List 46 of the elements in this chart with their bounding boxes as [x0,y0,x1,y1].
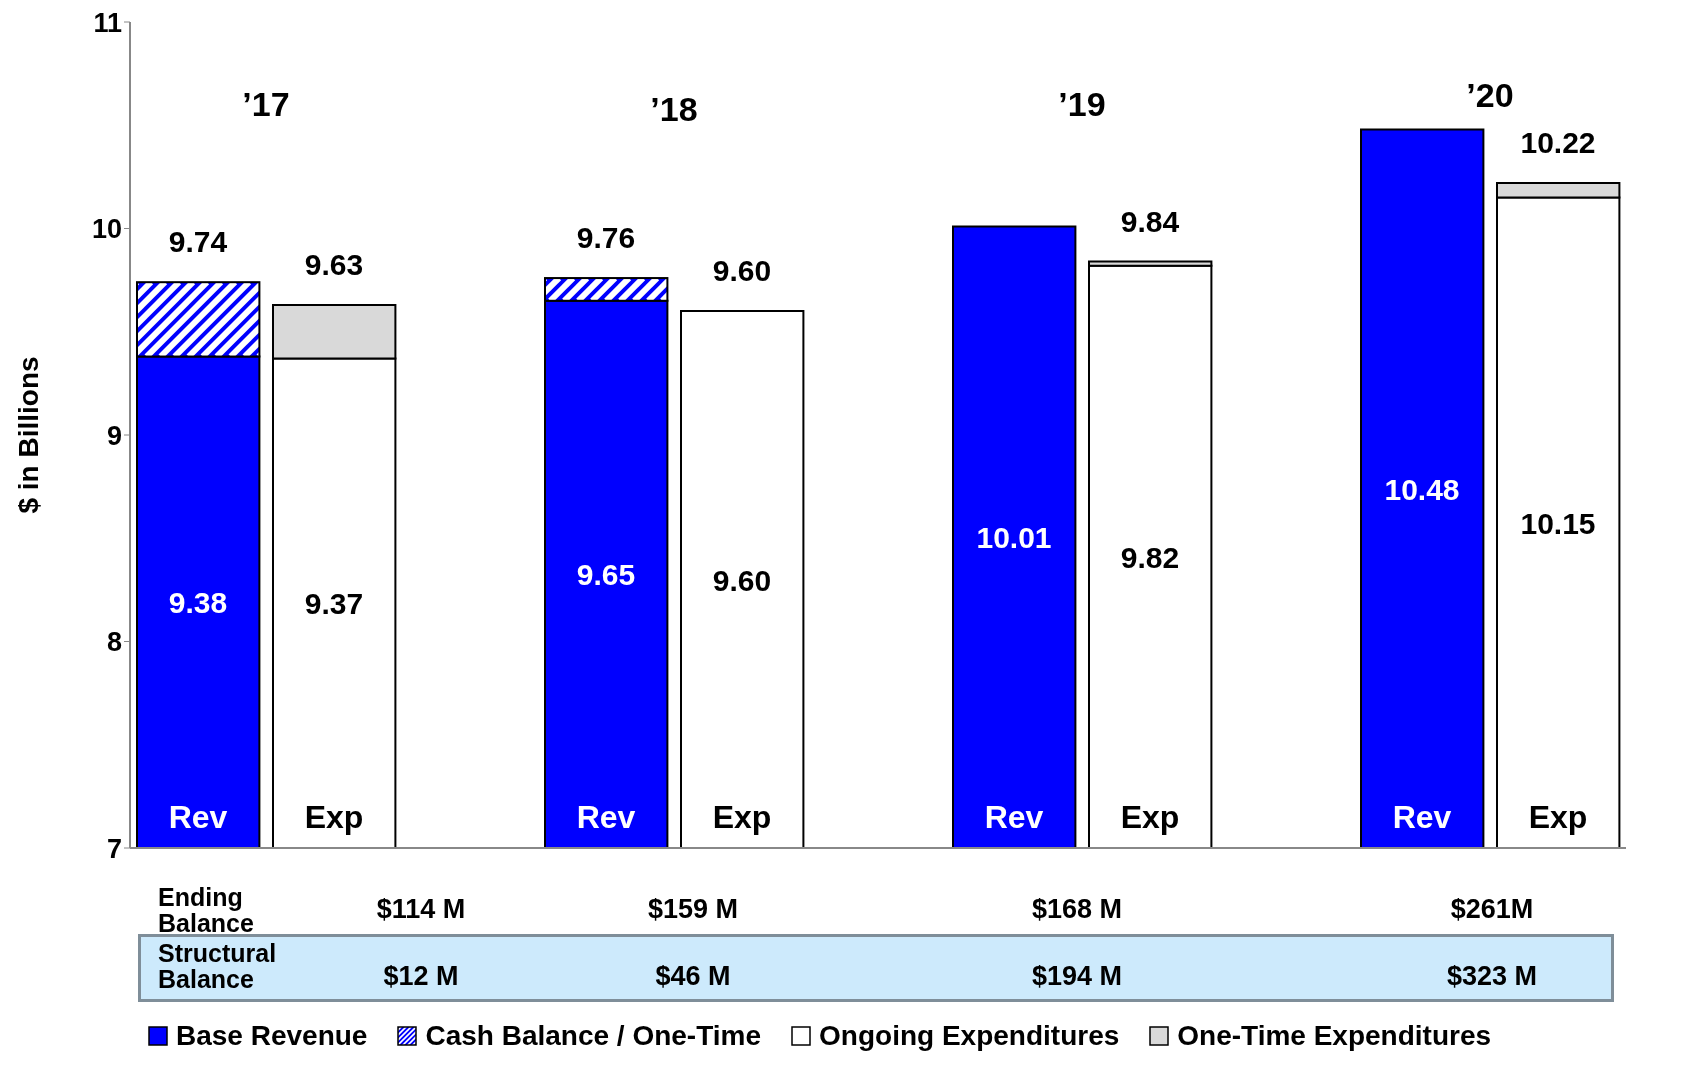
text: $194 M [1030,961,1124,992]
y-axis-title: $ in Billions [12,356,44,514]
text: $323 M [1445,961,1539,992]
y-tick-label: 10 [91,214,122,245]
legend-label: Base Revenue [176,1020,368,1052]
text: $261M [1449,894,1535,925]
y-tick-label: 7 [106,833,122,864]
legend-label: Cash Balance / One-Time [425,1020,762,1052]
total-label: 9.74 [168,225,228,259]
total-label: 9.60 [712,254,772,288]
text: $46 M [654,961,732,992]
text: $12 M [382,961,460,992]
data-label: 10.01 [976,521,1052,555]
x-tick-label: Exp [304,799,364,835]
data-label: 9.60 [712,563,772,597]
text: $114 M [375,894,467,925]
total-label: 9.84 [1120,204,1180,238]
text: Structural Balance [158,939,278,993]
y-tick-label: 8 [106,627,122,658]
text: $159 M [646,894,740,925]
y-tick-label: 11 [93,7,122,38]
annotation: ’20 [1466,76,1514,115]
x-tick-label: Rev [984,799,1044,835]
data-label: 9.82 [1120,540,1180,574]
legend-label: One-Time Expenditures [1177,1020,1492,1052]
annotation: ’19 [1058,84,1106,123]
total-label: 9.76 [576,221,636,255]
x-tick-label: Exp [1120,799,1180,835]
data-label: 10.48 [1384,472,1460,506]
x-tick-label: Exp [712,799,772,835]
data-label: 9.38 [168,586,228,620]
annotation: ’18 [650,90,698,129]
legend-label: Ongoing Expenditures [819,1020,1120,1052]
text: $168 M [1030,894,1124,925]
total-label: 9.63 [304,247,364,281]
data-label: 9.37 [304,587,364,621]
x-tick-label: Rev [576,799,636,835]
x-tick-label: Rev [168,799,228,835]
y-tick-label: 9 [106,420,122,451]
annotation: ’17 [242,84,290,123]
total-label: 10.22 [1520,126,1596,160]
text: Ending Balance [158,883,255,937]
x-tick-label: Rev [1392,799,1452,835]
x-tick-label: Exp [1528,799,1588,835]
data-label: 10.15 [1520,506,1596,540]
data-label: 9.65 [576,558,636,592]
